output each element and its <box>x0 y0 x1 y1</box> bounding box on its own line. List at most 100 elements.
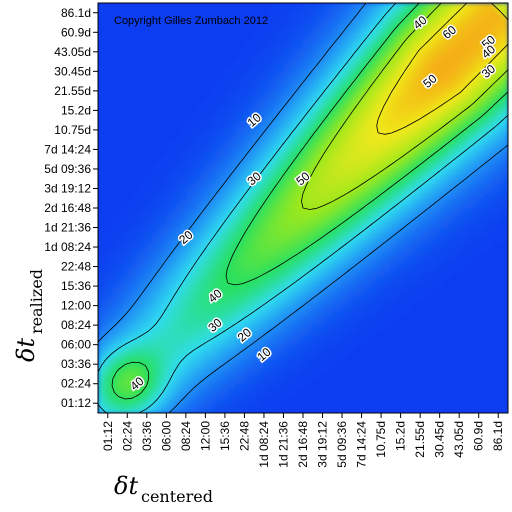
heatmap-cell <box>156 22 163 28</box>
heatmap-cell <box>117 261 123 268</box>
heatmap-cell <box>205 27 211 33</box>
heatmap-cell <box>366 408 372 413</box>
heatmap-cell <box>259 164 265 170</box>
heatmap-cell <box>102 271 109 277</box>
heatmap-cell <box>385 300 392 307</box>
heatmap-cell <box>151 325 158 331</box>
heatmap-cell <box>381 383 387 390</box>
heatmap-cell <box>327 198 333 204</box>
heatmap-cell <box>342 42 348 48</box>
heatmap-cell <box>239 373 246 380</box>
heatmap-cell <box>171 251 177 258</box>
heatmap-cell <box>205 129 211 136</box>
heatmap-cell <box>122 139 128 146</box>
heatmap-cell <box>166 388 172 395</box>
heatmap-cell <box>161 344 167 351</box>
heatmap-cell <box>205 76 211 82</box>
heatmap-cell <box>249 281 255 287</box>
heatmap-cell <box>293 388 299 395</box>
heatmap-cell <box>288 159 294 165</box>
heatmap-cell <box>102 281 109 287</box>
heatmap-cell <box>151 120 158 126</box>
heatmap-cell <box>371 164 377 170</box>
heatmap-cell <box>303 305 309 312</box>
heatmap-cell <box>337 51 343 58</box>
heatmap-cell <box>141 256 148 263</box>
heatmap-cell <box>195 51 202 58</box>
heatmap-cell <box>337 32 343 38</box>
heatmap-cell <box>195 222 202 229</box>
heatmap-cell <box>303 261 309 268</box>
heatmap-cell <box>263 125 270 131</box>
heatmap-cell <box>327 349 333 356</box>
heatmap-cell <box>307 378 314 385</box>
heatmap-cell <box>205 325 211 331</box>
heatmap-cell <box>249 393 255 399</box>
heatmap-cell <box>166 305 172 312</box>
heatmap-cell <box>371 295 377 302</box>
heatmap-cell <box>366 261 372 268</box>
heatmap-cell <box>166 66 172 72</box>
heatmap-cell <box>249 173 255 180</box>
heatmap-cell <box>215 315 221 321</box>
heatmap-cell <box>312 344 319 351</box>
heatmap-cell <box>303 403 309 409</box>
heatmap-cell <box>180 364 187 370</box>
heatmap-cell <box>117 232 123 238</box>
heatmap-cell <box>210 378 216 385</box>
heatmap-cell <box>176 100 182 107</box>
heatmap-cell <box>220 290 226 297</box>
heatmap-cell <box>137 247 143 253</box>
heatmap-cell <box>317 286 324 292</box>
heatmap-cell <box>122 110 128 116</box>
heatmap-cell <box>298 149 304 155</box>
heatmap-cell <box>185 85 192 92</box>
heatmap-cell <box>180 71 187 77</box>
heatmap-cell <box>156 125 163 131</box>
heatmap-cell <box>356 315 363 321</box>
heatmap-cell <box>185 144 192 151</box>
heatmap-cell <box>205 115 211 121</box>
heatmap-cell <box>171 227 177 233</box>
heatmap-cell <box>210 17 216 24</box>
heatmap-cell <box>112 290 119 297</box>
heatmap-cell <box>127 32 133 38</box>
heatmap-cell <box>278 271 285 277</box>
heatmap-cell <box>278 256 285 263</box>
heatmap-cell <box>312 164 319 170</box>
heatmap-cell <box>200 320 206 326</box>
heatmap-cell <box>361 139 368 146</box>
heatmap-cell <box>312 173 319 180</box>
heatmap-cell <box>376 271 382 277</box>
heatmap-cell <box>351 227 358 233</box>
heatmap-cell <box>215 22 221 28</box>
heatmap-cell <box>322 290 328 297</box>
heatmap-cell <box>146 330 153 336</box>
heatmap-cell <box>156 159 163 165</box>
heatmap-cell <box>122 408 128 413</box>
heatmap-cell <box>176 383 182 390</box>
heatmap-cell <box>249 95 255 102</box>
heatmap-cell <box>298 183 304 190</box>
heatmap-cell <box>166 203 172 209</box>
heatmap-cell <box>371 315 377 321</box>
heatmap-cell <box>351 149 358 155</box>
heatmap-cell <box>234 188 241 194</box>
heatmap-cell <box>244 159 250 165</box>
heatmap-cell <box>176 237 182 243</box>
heatmap-cell <box>185 266 192 273</box>
heatmap-cell <box>234 315 241 321</box>
heatmap-cell <box>307 403 314 409</box>
heatmap-cell <box>220 56 226 63</box>
heatmap-cell <box>215 227 221 233</box>
heatmap-cell <box>263 198 270 204</box>
heatmap-cell <box>322 90 328 97</box>
heatmap-cell <box>268 7 275 14</box>
heatmap-cell <box>293 120 299 126</box>
heatmap-cell <box>263 373 270 380</box>
heatmap-cell <box>254 61 260 68</box>
heatmap-cell <box>132 393 138 399</box>
heatmap-cell <box>268 310 275 316</box>
heatmap-cell <box>268 193 275 199</box>
heatmap-cell <box>351 403 358 409</box>
